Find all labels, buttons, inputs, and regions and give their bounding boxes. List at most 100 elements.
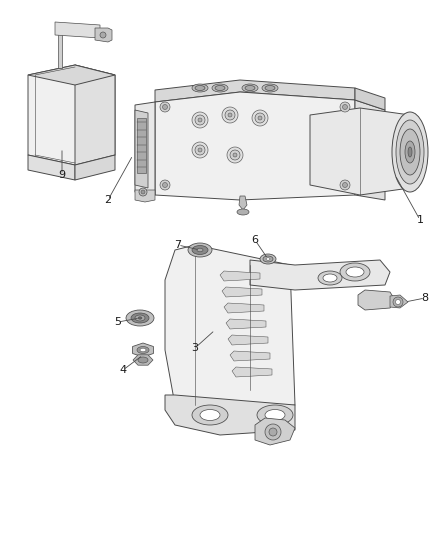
Polygon shape [165,245,295,415]
Bar [137,118,146,173]
Polygon shape [75,155,115,180]
Circle shape [225,110,235,120]
Polygon shape [230,351,270,361]
Ellipse shape [257,405,293,425]
Ellipse shape [137,346,149,353]
Polygon shape [239,196,247,210]
Circle shape [230,150,240,160]
Circle shape [258,116,262,120]
Circle shape [195,145,205,155]
Polygon shape [358,290,395,310]
Polygon shape [75,65,115,165]
Circle shape [192,142,208,158]
Ellipse shape [265,85,275,91]
Polygon shape [28,155,75,180]
Ellipse shape [396,120,424,184]
Ellipse shape [188,243,212,257]
Polygon shape [95,28,112,42]
Text: 2: 2 [104,195,112,205]
Ellipse shape [263,256,273,262]
Circle shape [195,115,205,125]
Text: 9: 9 [58,170,66,180]
Ellipse shape [215,85,225,91]
Ellipse shape [237,209,249,215]
Polygon shape [220,271,260,281]
Circle shape [393,297,403,307]
Circle shape [100,32,106,38]
Circle shape [162,104,167,109]
Text: 3: 3 [191,343,198,353]
Polygon shape [224,303,264,313]
Circle shape [340,102,350,112]
Circle shape [396,300,400,304]
Polygon shape [355,100,385,200]
Polygon shape [255,418,295,445]
Polygon shape [155,92,355,200]
Circle shape [252,110,268,126]
Ellipse shape [340,263,370,281]
Circle shape [198,148,202,152]
Polygon shape [133,343,153,357]
Circle shape [160,180,170,190]
Circle shape [343,104,347,109]
Ellipse shape [192,405,228,425]
Ellipse shape [400,129,420,175]
Ellipse shape [131,313,149,323]
Ellipse shape [135,315,145,321]
Ellipse shape [242,84,258,92]
Ellipse shape [392,112,428,192]
Ellipse shape [138,357,148,363]
Ellipse shape [192,246,208,254]
Ellipse shape [260,254,276,264]
Ellipse shape [405,141,415,163]
Circle shape [160,102,170,112]
Polygon shape [28,65,115,85]
Polygon shape [222,287,262,297]
Circle shape [192,112,208,128]
Circle shape [141,190,145,194]
Circle shape [265,424,281,440]
Circle shape [255,113,265,123]
Polygon shape [135,102,155,195]
Circle shape [233,153,237,157]
Text: 7: 7 [174,240,182,250]
Polygon shape [58,30,62,68]
Text: 8: 8 [421,293,428,303]
Polygon shape [28,65,115,165]
Polygon shape [228,335,268,345]
Ellipse shape [140,348,146,352]
Ellipse shape [200,409,220,421]
Ellipse shape [212,84,228,92]
Text: 1: 1 [417,215,424,225]
Circle shape [228,113,232,117]
Circle shape [269,428,277,436]
Circle shape [162,182,167,188]
Polygon shape [58,25,98,35]
Ellipse shape [197,248,203,252]
Circle shape [139,188,147,196]
Ellipse shape [138,317,142,319]
Polygon shape [165,395,295,435]
Polygon shape [226,319,266,329]
Circle shape [340,180,350,190]
Ellipse shape [195,85,205,91]
Text: 4: 4 [120,365,127,375]
Polygon shape [310,108,410,195]
Circle shape [343,182,347,188]
Ellipse shape [262,84,278,92]
Polygon shape [250,260,390,290]
Ellipse shape [346,267,364,277]
Polygon shape [232,367,272,377]
Polygon shape [135,110,148,188]
Ellipse shape [126,310,154,326]
Text: 6: 6 [251,235,258,245]
Polygon shape [133,355,153,365]
Polygon shape [390,295,408,308]
Ellipse shape [192,84,208,92]
Polygon shape [55,22,100,38]
Ellipse shape [323,274,337,282]
Circle shape [198,118,202,122]
Ellipse shape [266,258,270,260]
Ellipse shape [318,271,342,285]
Polygon shape [355,88,385,110]
